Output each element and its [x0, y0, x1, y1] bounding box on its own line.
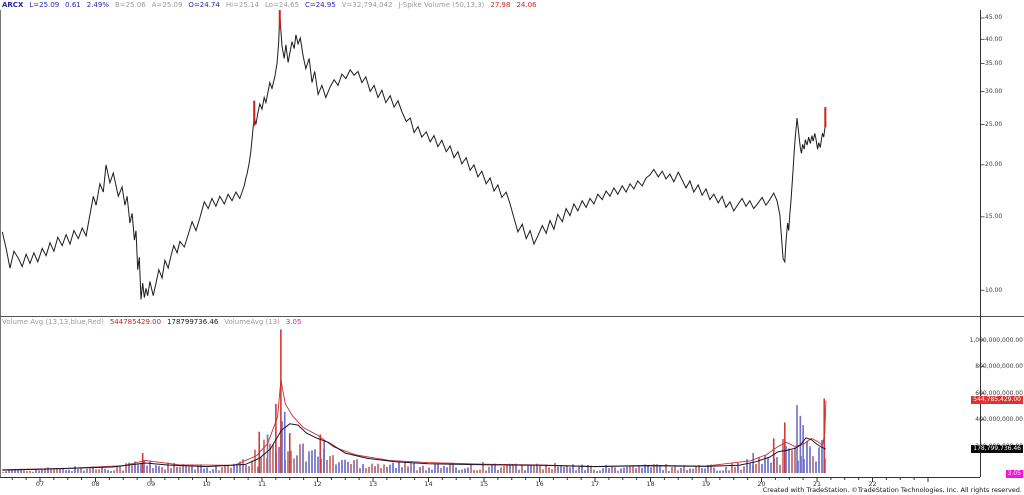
volume-indicator-badge: 3.05: [1005, 470, 1023, 478]
price-axis-label: 15.00: [985, 213, 1003, 221]
year-axis-label: 12: [313, 480, 322, 488]
year-axis-label: 21: [812, 480, 822, 488]
volume-header-field: 178799736.46: [167, 318, 219, 326]
volume-axis-label: 600,000,000.00: [975, 389, 1023, 397]
status-field: V=32,794,042: [341, 1, 393, 9]
status-field: 27.98: [490, 1, 511, 9]
price-axis-label: 45.00: [985, 14, 1003, 22]
year-axis-label: 16: [535, 480, 544, 488]
volume-header-field: 544785429.00: [109, 318, 162, 326]
year-axis-label: 08: [91, 480, 100, 488]
price-axis-label: 30.00: [985, 87, 1003, 95]
price-axis-label: 35.00: [985, 59, 1003, 67]
status-field: ARCX: [2, 1, 24, 9]
price-axis-label: 10.00: [985, 286, 1003, 294]
year-axis-label: 22: [868, 480, 877, 488]
volume-axis-label: 1,000,000,000.00: [969, 336, 1023, 344]
status-field: J-Spike Volume (50,13,3): [398, 1, 485, 9]
year-axis-label: 20: [757, 480, 766, 488]
year-axis-label: 10: [202, 480, 211, 488]
volume-header-field: Volume Avg (13,13,blue,Red): [2, 318, 104, 326]
year-axis-label: 14: [424, 480, 433, 488]
volume-axis-label: 800,000,000.00: [975, 363, 1023, 371]
volume-axis-label: 400,000,000.00: [975, 416, 1023, 424]
volume-header-field: 3.05: [285, 318, 302, 326]
status-field: Hi=25.14: [225, 1, 259, 9]
price-axis-label: 20.00: [985, 161, 1003, 169]
status-field: B=25.06: [115, 1, 146, 9]
year-axis-label: 07: [35, 480, 45, 488]
status-field: Lo=24.65: [264, 1, 299, 9]
status-field: O=24.74: [188, 1, 220, 9]
price-axis-label: 40.00: [985, 35, 1003, 43]
status-field: 2.49%: [86, 1, 109, 9]
year-axis-label: 17: [590, 480, 600, 488]
symbol-status-bar: ARCX L=25.09 0.61 2.49% B=25.06 A=25.09 O=24.7…: [2, 1, 537, 10]
year-axis-label: 11: [257, 480, 267, 488]
status-field: A=25.09: [151, 1, 183, 9]
volume-avg-red-badge: 544,785,429.00: [971, 396, 1023, 404]
year-axis-label: 19: [701, 480, 711, 488]
year-axis-label: 13: [368, 480, 378, 488]
status-field: 0.61: [65, 1, 81, 9]
status-field: 24.06: [516, 1, 537, 9]
volume-avg-black-badge: 178,799,736.46: [971, 445, 1023, 453]
status-field: C=24.95: [304, 1, 336, 9]
year-axis-label: 15: [479, 480, 489, 488]
year-axis-label: 18: [646, 480, 655, 488]
volume-header-field: VolumeAvg (13): [224, 318, 280, 326]
status-field: L=25.09: [29, 1, 60, 9]
year-axis-label: 09: [146, 480, 156, 488]
volume-subgraph-header: Volume Avg (13,13,blue,Red) 544785429.00 1…: [2, 318, 301, 327]
price-axis-label: 25.00: [985, 120, 1003, 128]
tradestation-credit: Created with TradeStation. ©TradeStation…: [762, 486, 1022, 494]
